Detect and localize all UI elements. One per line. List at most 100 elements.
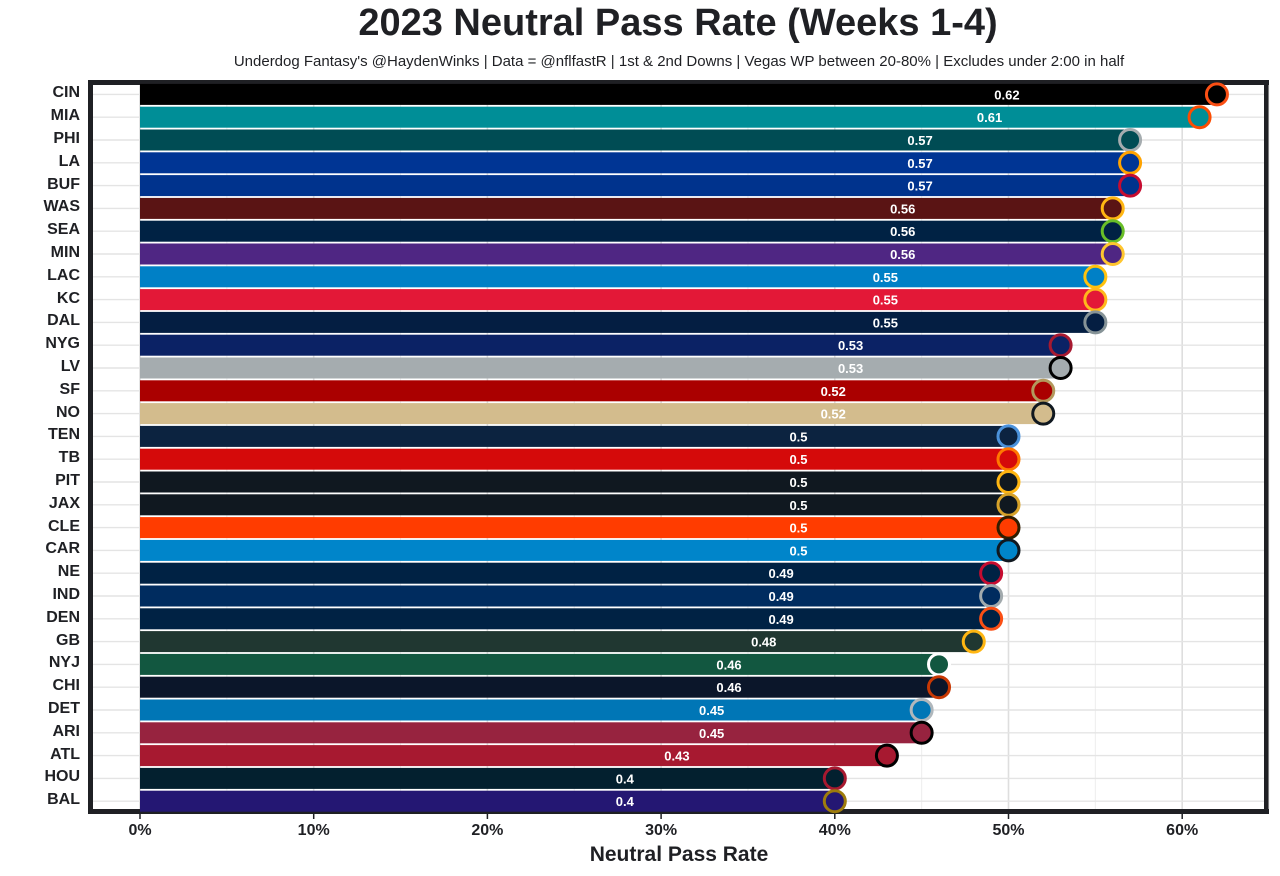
category-label: PHI (53, 130, 80, 147)
data-label: 0.53 (838, 361, 863, 376)
team-logo-icon (1031, 378, 1056, 403)
x-tick-label: 10% (297, 822, 330, 839)
bar (140, 175, 1131, 197)
category-label: NYG (45, 335, 80, 353)
team-logo-icon (996, 515, 1021, 540)
data-label: 0.46 (716, 657, 741, 672)
bar (140, 676, 940, 698)
data-label: 0.52 (821, 384, 846, 399)
team-logo-icon (996, 538, 1021, 563)
team-logo-icon (979, 584, 1004, 608)
team-logo-icon (1083, 264, 1108, 289)
bar (140, 425, 1009, 447)
bar (140, 631, 974, 653)
team-logo-icon (996, 492, 1021, 517)
data-label: 0.52 (821, 407, 846, 422)
bar (140, 129, 1131, 151)
category-label: SEA (47, 221, 80, 239)
bar (140, 106, 1200, 128)
x-tick-label: 60% (1166, 822, 1199, 839)
team-logo-icon (909, 698, 934, 722)
bar (140, 585, 992, 607)
team-logo-icon (996, 424, 1021, 449)
bar (140, 243, 1113, 265)
category-label: BUF (47, 175, 80, 193)
data-label: 0.53 (838, 338, 863, 353)
category-label: ARI (52, 722, 80, 740)
bar (140, 653, 940, 675)
team-logo-icon (1100, 219, 1125, 244)
bar (140, 539, 1009, 561)
category-label: NYJ (48, 654, 80, 672)
bar (140, 197, 1113, 219)
team-logo-icon (1118, 150, 1143, 175)
data-label: 0.55 (873, 315, 898, 330)
team-logo-icon (927, 675, 952, 700)
data-label: 0.57 (907, 156, 932, 171)
category-label: GB (56, 631, 80, 649)
bar (140, 380, 1044, 402)
category-label: NO (56, 403, 80, 421)
bar (140, 83, 1217, 105)
bar (140, 608, 992, 630)
team-logo-icon (1118, 128, 1143, 152)
team-logo-icon (996, 447, 1021, 472)
x-tick-label: 50% (992, 822, 1025, 839)
team-logo-icon (1048, 356, 1073, 380)
data-label: 0.49 (768, 589, 793, 604)
category-label: WAS (43, 198, 80, 216)
team-logo-icon (822, 789, 847, 814)
team-logo-icon (874, 743, 899, 768)
category-label: CLE (48, 517, 80, 535)
team-logo-icon (1083, 287, 1108, 312)
data-label: 0.5 (789, 543, 807, 558)
data-label: 0.4 (616, 771, 635, 786)
category-label: BAL (47, 791, 80, 809)
category-label: MIN (50, 244, 80, 261)
bar (140, 266, 1096, 288)
chart-subtitle: Underdog Fantasy's @HaydenWinks | Data =… (233, 53, 1125, 70)
team-logo-icon (909, 720, 934, 745)
data-label: 0.45 (699, 726, 724, 741)
bar (140, 220, 1113, 242)
bar (140, 699, 922, 721)
team-logo-icon (1118, 173, 1143, 198)
category-label: DAL (47, 312, 80, 330)
data-label: 0.4 (616, 794, 635, 809)
data-label: 0.56 (890, 224, 915, 239)
data-label: 0.5 (789, 475, 807, 490)
category-label: SF (59, 380, 80, 398)
data-label: 0.5 (789, 429, 807, 444)
bar (140, 334, 1061, 356)
data-label: 0.49 (768, 566, 793, 581)
chart-title: 2023 Neutral Pass Rate (Weeks 1-4) (358, 2, 998, 44)
category-label: CIN (52, 84, 80, 102)
data-label: 0.45 (699, 703, 724, 718)
bar (140, 767, 835, 789)
category-label: NE (57, 563, 80, 581)
category-label: DEN (46, 608, 80, 626)
category-label: CHI (52, 677, 80, 695)
team-logo-icon (961, 629, 986, 654)
category-label: HOU (44, 768, 80, 786)
data-label: 0.57 (907, 179, 932, 194)
category-label: LV (60, 358, 80, 375)
team-logo-icon (1083, 310, 1108, 335)
category-label: ATL (50, 745, 80, 763)
bar (140, 311, 1096, 333)
bar (140, 562, 992, 584)
team-logo-icon (979, 606, 1004, 631)
category-label: PIT (55, 472, 80, 489)
category-label: LA (58, 152, 80, 170)
team-logo-icon (1100, 242, 1125, 266)
bar (140, 745, 887, 767)
data-label: 0.46 (716, 680, 741, 695)
category-label: LAC (47, 266, 80, 284)
team-logo-icon (1048, 333, 1073, 358)
bar (140, 448, 1009, 470)
team-logo-icon (927, 652, 952, 677)
bar (140, 357, 1061, 379)
category-label: TEN (48, 426, 80, 444)
team-logo-icon (979, 561, 1004, 586)
